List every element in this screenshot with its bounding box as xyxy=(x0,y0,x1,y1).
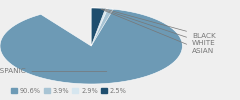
Text: ASIAN: ASIAN xyxy=(101,9,214,54)
Polygon shape xyxy=(91,8,108,46)
Text: WHITE: WHITE xyxy=(102,9,216,46)
Polygon shape xyxy=(91,8,106,46)
Legend: 90.6%, 3.9%, 2.9%, 2.5%: 90.6%, 3.9%, 2.9%, 2.5% xyxy=(8,85,129,97)
Polygon shape xyxy=(91,8,113,46)
Text: BLACK: BLACK xyxy=(105,9,216,39)
Polygon shape xyxy=(0,8,182,84)
Text: HISPANIC: HISPANIC xyxy=(0,68,107,74)
